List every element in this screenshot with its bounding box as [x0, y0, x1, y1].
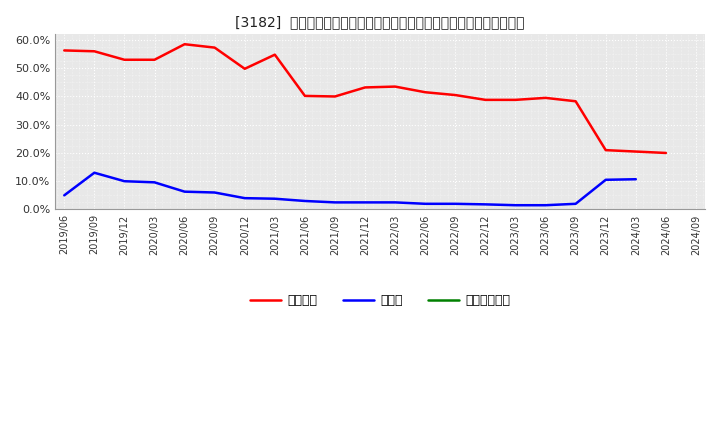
- 自己資本: [541, 95, 550, 100]
- 自己資本: [481, 97, 490, 103]
- 自己資本: [391, 84, 400, 89]
- のれん: [150, 180, 159, 185]
- 自己資本: [511, 97, 520, 103]
- のれん: [180, 189, 189, 194]
- のれん: [300, 198, 309, 204]
- のれん: [361, 200, 369, 205]
- のれん: [541, 202, 550, 208]
- 自己資本: [361, 85, 369, 90]
- のれん: [511, 202, 520, 208]
- Line: 自己資本: 自己資本: [64, 44, 666, 153]
- 自己資本: [60, 48, 68, 53]
- 自己資本: [662, 150, 670, 156]
- のれん: [572, 201, 580, 206]
- Legend: 自己資本, のれん, 繰延税金資産: 自己資本, のれん, 繰延税金資産: [245, 289, 515, 312]
- 自己資本: [330, 94, 339, 99]
- のれん: [330, 200, 339, 205]
- のれん: [481, 202, 490, 207]
- のれん: [391, 200, 400, 205]
- のれん: [271, 196, 279, 202]
- 繰延税金資産: [662, 198, 670, 204]
- 自己資本: [271, 52, 279, 57]
- のれん: [210, 190, 219, 195]
- Line: のれん: のれん: [64, 173, 636, 205]
- のれん: [60, 193, 68, 198]
- Title: [3182]  自己資本、のれん、繰延税金資産の総資産に対する比率の推移: [3182] 自己資本、のれん、繰延税金資産の総資産に対する比率の推移: [235, 15, 525, 29]
- 自己資本: [601, 147, 610, 153]
- 自己資本: [631, 149, 640, 154]
- 自己資本: [421, 90, 430, 95]
- のれん: [240, 195, 249, 201]
- 自己資本: [572, 99, 580, 104]
- 自己資本: [90, 49, 99, 54]
- 自己資本: [180, 41, 189, 47]
- 自己資本: [120, 57, 129, 62]
- 自己資本: [300, 93, 309, 99]
- 自己資本: [240, 66, 249, 71]
- のれん: [631, 176, 640, 182]
- のれん: [421, 201, 430, 206]
- のれん: [451, 201, 459, 206]
- のれん: [120, 179, 129, 184]
- 自己資本: [451, 92, 459, 98]
- のれん: [90, 170, 99, 176]
- 自己資本: [210, 45, 219, 50]
- のれん: [601, 177, 610, 183]
- 自己資本: [150, 57, 159, 62]
